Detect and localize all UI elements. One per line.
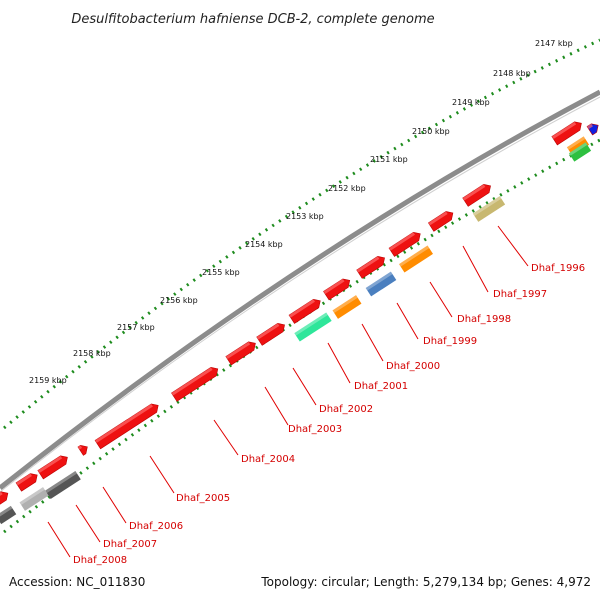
gene-arrow[interactable] [225, 339, 258, 366]
accession-text: Accession: NC_011830 [9, 575, 145, 589]
gene-leader-line [361, 323, 384, 362]
inner-tick-track [3, 138, 600, 534]
feature-group [0, 136, 592, 525]
gene-leader-line [327, 342, 351, 384]
gene-leader-line [47, 521, 71, 558]
kbp-label-group: 2147 kbp 2148 kbp 2149 kbp 2150 kbp 2151 kbp… [29, 39, 573, 385]
gene-leader-line [149, 455, 175, 494]
gene-arrow[interactable] [288, 297, 323, 324]
feature-box[interactable] [294, 312, 332, 342]
feature-box[interactable] [19, 487, 49, 511]
gene-arrow[interactable] [356, 254, 388, 279]
genome-backbone [0, 89, 600, 490]
feature-box[interactable] [399, 245, 433, 273]
gene-arrow[interactable] [551, 119, 584, 146]
gene-leader-line [497, 225, 529, 267]
kbp-tick-label: 2148 kbp [493, 69, 531, 78]
kbp-tick-label: 2156 kbp [160, 296, 198, 305]
gene-label[interactable]: Dhaf_2008 [73, 555, 127, 566]
kbp-tick-label: 2157 kbp [117, 323, 155, 332]
gene-arrow[interactable] [15, 471, 40, 492]
kbp-tick-label: 2147 kbp [535, 39, 573, 48]
kbp-tick-label: 2152 kbp [328, 184, 366, 193]
kbp-tick-label: 2158 kbp [73, 349, 111, 358]
kbp-tick-label: 2154 kbp [245, 240, 283, 249]
feature-box[interactable] [365, 271, 397, 297]
gene-arrow[interactable] [323, 276, 353, 301]
summary-text: Topology: circular; Length: 5,279,134 bp… [260, 575, 591, 589]
gene-leader-line [396, 302, 419, 340]
feature-box[interactable] [568, 142, 592, 162]
gene-leader-line [102, 486, 127, 524]
gene-label[interactable]: Dhaf_2004 [241, 454, 295, 465]
gene-label[interactable]: Dhaf_2000 [386, 361, 440, 372]
gene-arrow[interactable] [37, 453, 70, 480]
feature-box[interactable] [0, 505, 17, 525]
gene-label-group: Dhaf_1996 Dhaf_1997 Dhaf_1998 Dhaf_1999 Dhaf… [47, 225, 585, 566]
backbone-shadow [0, 96, 600, 493]
gene-label[interactable]: Dhaf_2005 [176, 493, 230, 504]
feature-box[interactable] [45, 471, 81, 499]
feature-box[interactable] [472, 196, 506, 222]
kbp-tick-label: 2159 kbp [29, 376, 67, 385]
gene-label[interactable]: Dhaf_1998 [457, 314, 511, 325]
gene-leader-line [75, 504, 101, 543]
gene-label[interactable]: Dhaf_2007 [103, 539, 157, 550]
kbp-tick-label: 2150 kbp [412, 127, 450, 136]
gene-label[interactable]: Dhaf_1997 [493, 289, 547, 300]
gene-label[interactable]: Dhaf_1996 [531, 263, 585, 274]
gene-leader-line [213, 419, 239, 456]
kbp-tick-label: 2155 kbp [202, 268, 240, 277]
gene-label[interactable]: Dhaf_2002 [319, 404, 373, 415]
gene-label[interactable]: Dhaf_1999 [423, 336, 477, 347]
kbp-tick-label: 2153 kbp [286, 212, 324, 221]
outer-tick-track [3, 38, 600, 430]
gene-arrow[interactable] [171, 365, 220, 402]
feature-box[interactable] [566, 136, 590, 156]
gene-arrow[interactable] [0, 489, 11, 506]
kbp-tick-label: 2151 kbp [370, 155, 408, 164]
kbp-tick-label: 2149 kbp [452, 98, 490, 107]
gene-arrow[interactable] [427, 209, 455, 232]
gene-arrow[interactable] [586, 121, 600, 136]
map-title: Desulfitobacterium hafniense DCB-2, comp… [71, 12, 434, 27]
gene-label[interactable]: Dhaf_2006 [129, 521, 183, 532]
gene-arrow[interactable] [256, 321, 288, 346]
gene-arrow[interactable] [77, 443, 90, 456]
gene-arrow[interactable] [462, 182, 494, 207]
gene-group [0, 119, 600, 506]
feature-box[interactable] [332, 295, 362, 319]
gene-leader-line [429, 281, 453, 318]
gene-leader-line [462, 245, 489, 293]
gene-arrow[interactable] [94, 401, 161, 450]
gene-label[interactable]: Dhaf_2003 [288, 424, 342, 435]
gene-arrow[interactable] [388, 230, 423, 257]
gene-label[interactable]: Dhaf_2001 [354, 381, 408, 392]
gene-leader-line [292, 367, 317, 406]
gene-leader-line [264, 386, 289, 426]
